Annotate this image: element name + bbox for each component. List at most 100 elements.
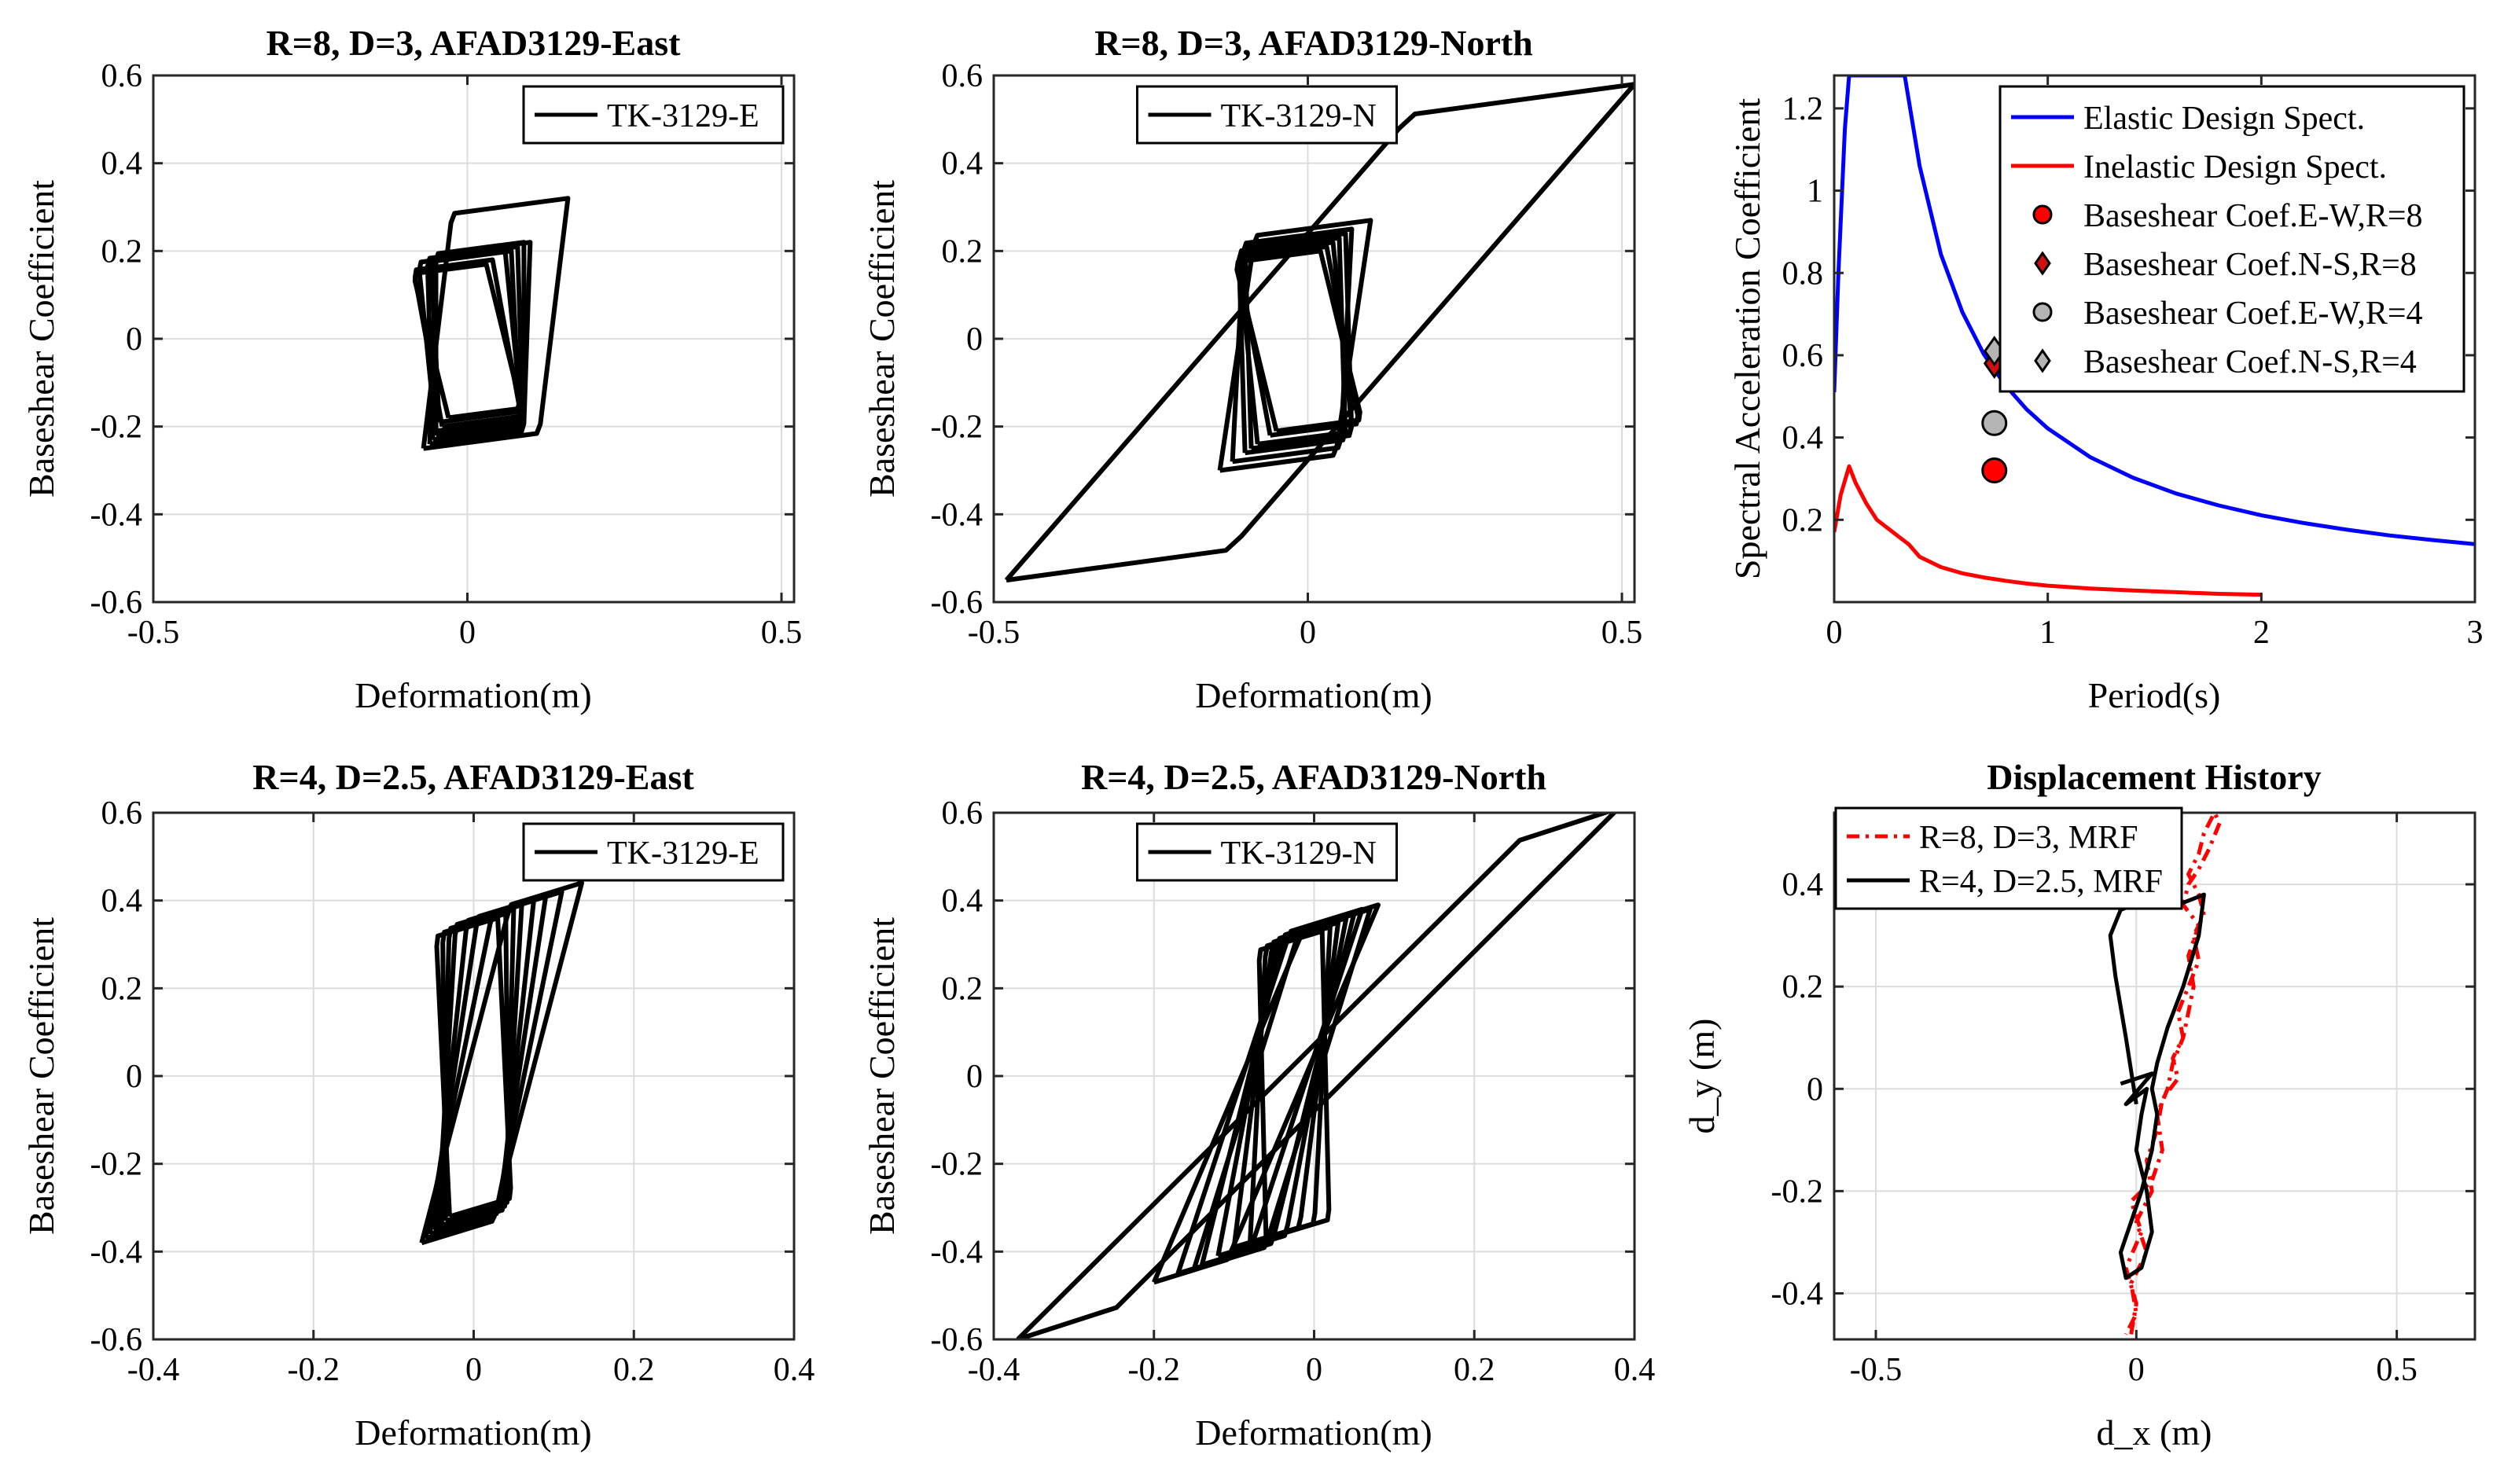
- hysteresis-loop: [421, 196, 571, 451]
- legend-marker: [2032, 302, 2053, 322]
- legend-marker: [2032, 204, 2053, 225]
- y-tick-label: 0: [1807, 1071, 1823, 1107]
- y-tick-label: 0.6: [942, 58, 984, 94]
- y-tick-label: 0.2: [101, 971, 143, 1007]
- y-tick-label: 0.8: [1782, 255, 1824, 292]
- legend-label: Baseshear Coef.E-W,R=4: [2083, 296, 2423, 332]
- x-tick-label: 0.2: [1454, 1352, 1495, 1388]
- y-tick-label: 0: [966, 321, 983, 358]
- legend-marker: [2034, 251, 2051, 276]
- y-tick-label: -0.4: [931, 497, 984, 533]
- x-axis-label: Deformation(m): [1195, 675, 1432, 715]
- legend: TK-3129-E: [522, 85, 785, 145]
- chart-panel-3: Period(s) Spectral Acceleration Coeffici…: [1727, 74, 2484, 715]
- data-layer: [419, 880, 584, 1246]
- y-tick-label: -0.6: [931, 1322, 984, 1358]
- y-tick-label: -0.2: [931, 410, 984, 446]
- chart-title: R=4, D=2.5, AFAD3129-East: [252, 757, 694, 797]
- legend-box: [1998, 85, 2465, 393]
- y-axis-label: Baseshear Coefficient: [21, 917, 61, 1235]
- hysteresis-loop: [1191, 906, 1373, 1272]
- y-tick-label: -0.4: [931, 1234, 984, 1270]
- x-axis-label: d_x (m): [2097, 1412, 2212, 1453]
- x-tick-label: 0.4: [1614, 1352, 1656, 1388]
- x-tick-label: 0: [2128, 1352, 2145, 1388]
- y-tick-label: 0.4: [1782, 867, 1824, 903]
- chart-panel-2: R=8, D=3, AFAD3129-North Deformation(m) …: [862, 23, 1642, 715]
- x-tick-label: -0.4: [127, 1352, 180, 1388]
- y-tick-label: 0.6: [1782, 338, 1824, 374]
- y-tick-label: 0.2: [942, 971, 984, 1007]
- x-tick-label: 0.5: [1601, 615, 1643, 651]
- y-tick-label: -0.4: [90, 1234, 143, 1270]
- legend: Elastic Design Spect. Inelastic Design Sp…: [1998, 85, 2465, 393]
- y-tick-label: -0.4: [90, 497, 143, 533]
- x-tick-label: 0: [459, 615, 476, 651]
- marker-circle: [1981, 410, 2008, 436]
- y-tick-label: 0.6: [101, 795, 143, 832]
- y-tick-label: -0.2: [931, 1147, 984, 1183]
- legend-marker: [2034, 348, 2051, 373]
- legend-label: R=8, D=3, MRF: [1919, 820, 2138, 856]
- chart-title: R=4, D=2.5, AFAD3129-North: [1081, 757, 1546, 797]
- data-layer: [412, 196, 571, 451]
- chart-title: R=8, D=3, AFAD3129-North: [1094, 23, 1533, 63]
- y-tick-label: -0.4: [1771, 1276, 1824, 1312]
- legend-label: Baseshear Coef.N-S,R=8: [2083, 247, 2417, 283]
- y-tick-label: 0.4: [1782, 421, 1824, 457]
- y-tick-label: 0.2: [1782, 502, 1824, 538]
- marker-circle: [1981, 457, 2008, 483]
- legend-label: R=4, D=2.5, MRF: [1919, 864, 2163, 900]
- y-tick-label: 0.2: [1782, 969, 1824, 1005]
- y-tick-label: -0.6: [90, 585, 143, 621]
- legend: R=8, D=3, MRF R=4, D=2.5, MRF: [1834, 806, 2183, 910]
- legend-label: Inelastic Design Spect.: [2083, 149, 2387, 186]
- hysteresis-loop: [1004, 82, 1634, 583]
- y-tick-label: 0.2: [101, 233, 143, 270]
- legend-label: TK-3129-N: [1221, 836, 1377, 872]
- hysteresis-loop: [1243, 231, 1355, 451]
- legend-label: TK-3129-E: [607, 836, 759, 872]
- hysteresis-loop: [435, 902, 524, 1232]
- hysteresis-loop: [1016, 813, 1618, 1339]
- hysteresis-loop: [429, 248, 521, 425]
- x-tick-label: 2: [2253, 615, 2270, 651]
- x-tick-label: 0.2: [613, 1352, 655, 1388]
- y-tick-label: 0.2: [942, 233, 984, 270]
- data-layer: [1004, 82, 1634, 583]
- legend-label: TK-3129-N: [1221, 98, 1377, 134]
- y-axis-label: d_y (m): [1682, 1019, 1722, 1134]
- y-tick-label: 0: [966, 1059, 983, 1095]
- y-tick-label: 0.6: [942, 795, 984, 832]
- x-tick-label: 0.4: [774, 1352, 815, 1388]
- x-tick-label: 0: [1826, 615, 1843, 651]
- hysteresis-loop: [440, 911, 511, 1224]
- x-tick-label: 0: [1306, 1352, 1322, 1388]
- data-layer: [1016, 813, 1618, 1339]
- hysteresis-loop: [439, 906, 517, 1228]
- x-tick-label: -0.5: [1850, 1352, 1903, 1388]
- y-tick-label: -0.2: [90, 410, 143, 446]
- series-line: [1834, 464, 2262, 597]
- chart-panel-1: R=8, D=3, AFAD3129-East Deformation(m) B…: [21, 23, 802, 715]
- y-tick-label: 0.4: [942, 146, 984, 182]
- chart-title: Displacement History: [1987, 757, 2321, 797]
- x-tick-label: -0.5: [968, 615, 1020, 651]
- x-axis-label: Period(s): [2088, 675, 2221, 715]
- chart-panel-6: Displacement History d_x (m) d_y (m) -0.…: [1682, 757, 2476, 1453]
- y-axis-label: Baseshear Coefficient: [21, 180, 61, 498]
- chart-title: R=8, D=3, AFAD3129-East: [267, 23, 682, 63]
- legend: TK-3129-N: [1136, 85, 1398, 145]
- x-tick-label: -0.2: [288, 1352, 340, 1388]
- x-axis-label: Deformation(m): [355, 1412, 591, 1453]
- y-axis-label: Baseshear Coefficient: [862, 180, 902, 498]
- x-tick-label: 0: [465, 1352, 482, 1388]
- y-tick-label: 0.4: [101, 146, 143, 182]
- y-tick-label: -0.2: [90, 1147, 143, 1183]
- y-axis-label: Spectral Acceleration Coefficient: [1727, 98, 1767, 579]
- x-axis-label-text: d_x (m): [2097, 1412, 2212, 1453]
- y-tick-label: 0.4: [101, 883, 143, 920]
- x-tick-label: 0.5: [761, 615, 803, 651]
- chart-panel-4: R=4, D=2.5, AFAD3129-East Deformation(m)…: [21, 757, 814, 1453]
